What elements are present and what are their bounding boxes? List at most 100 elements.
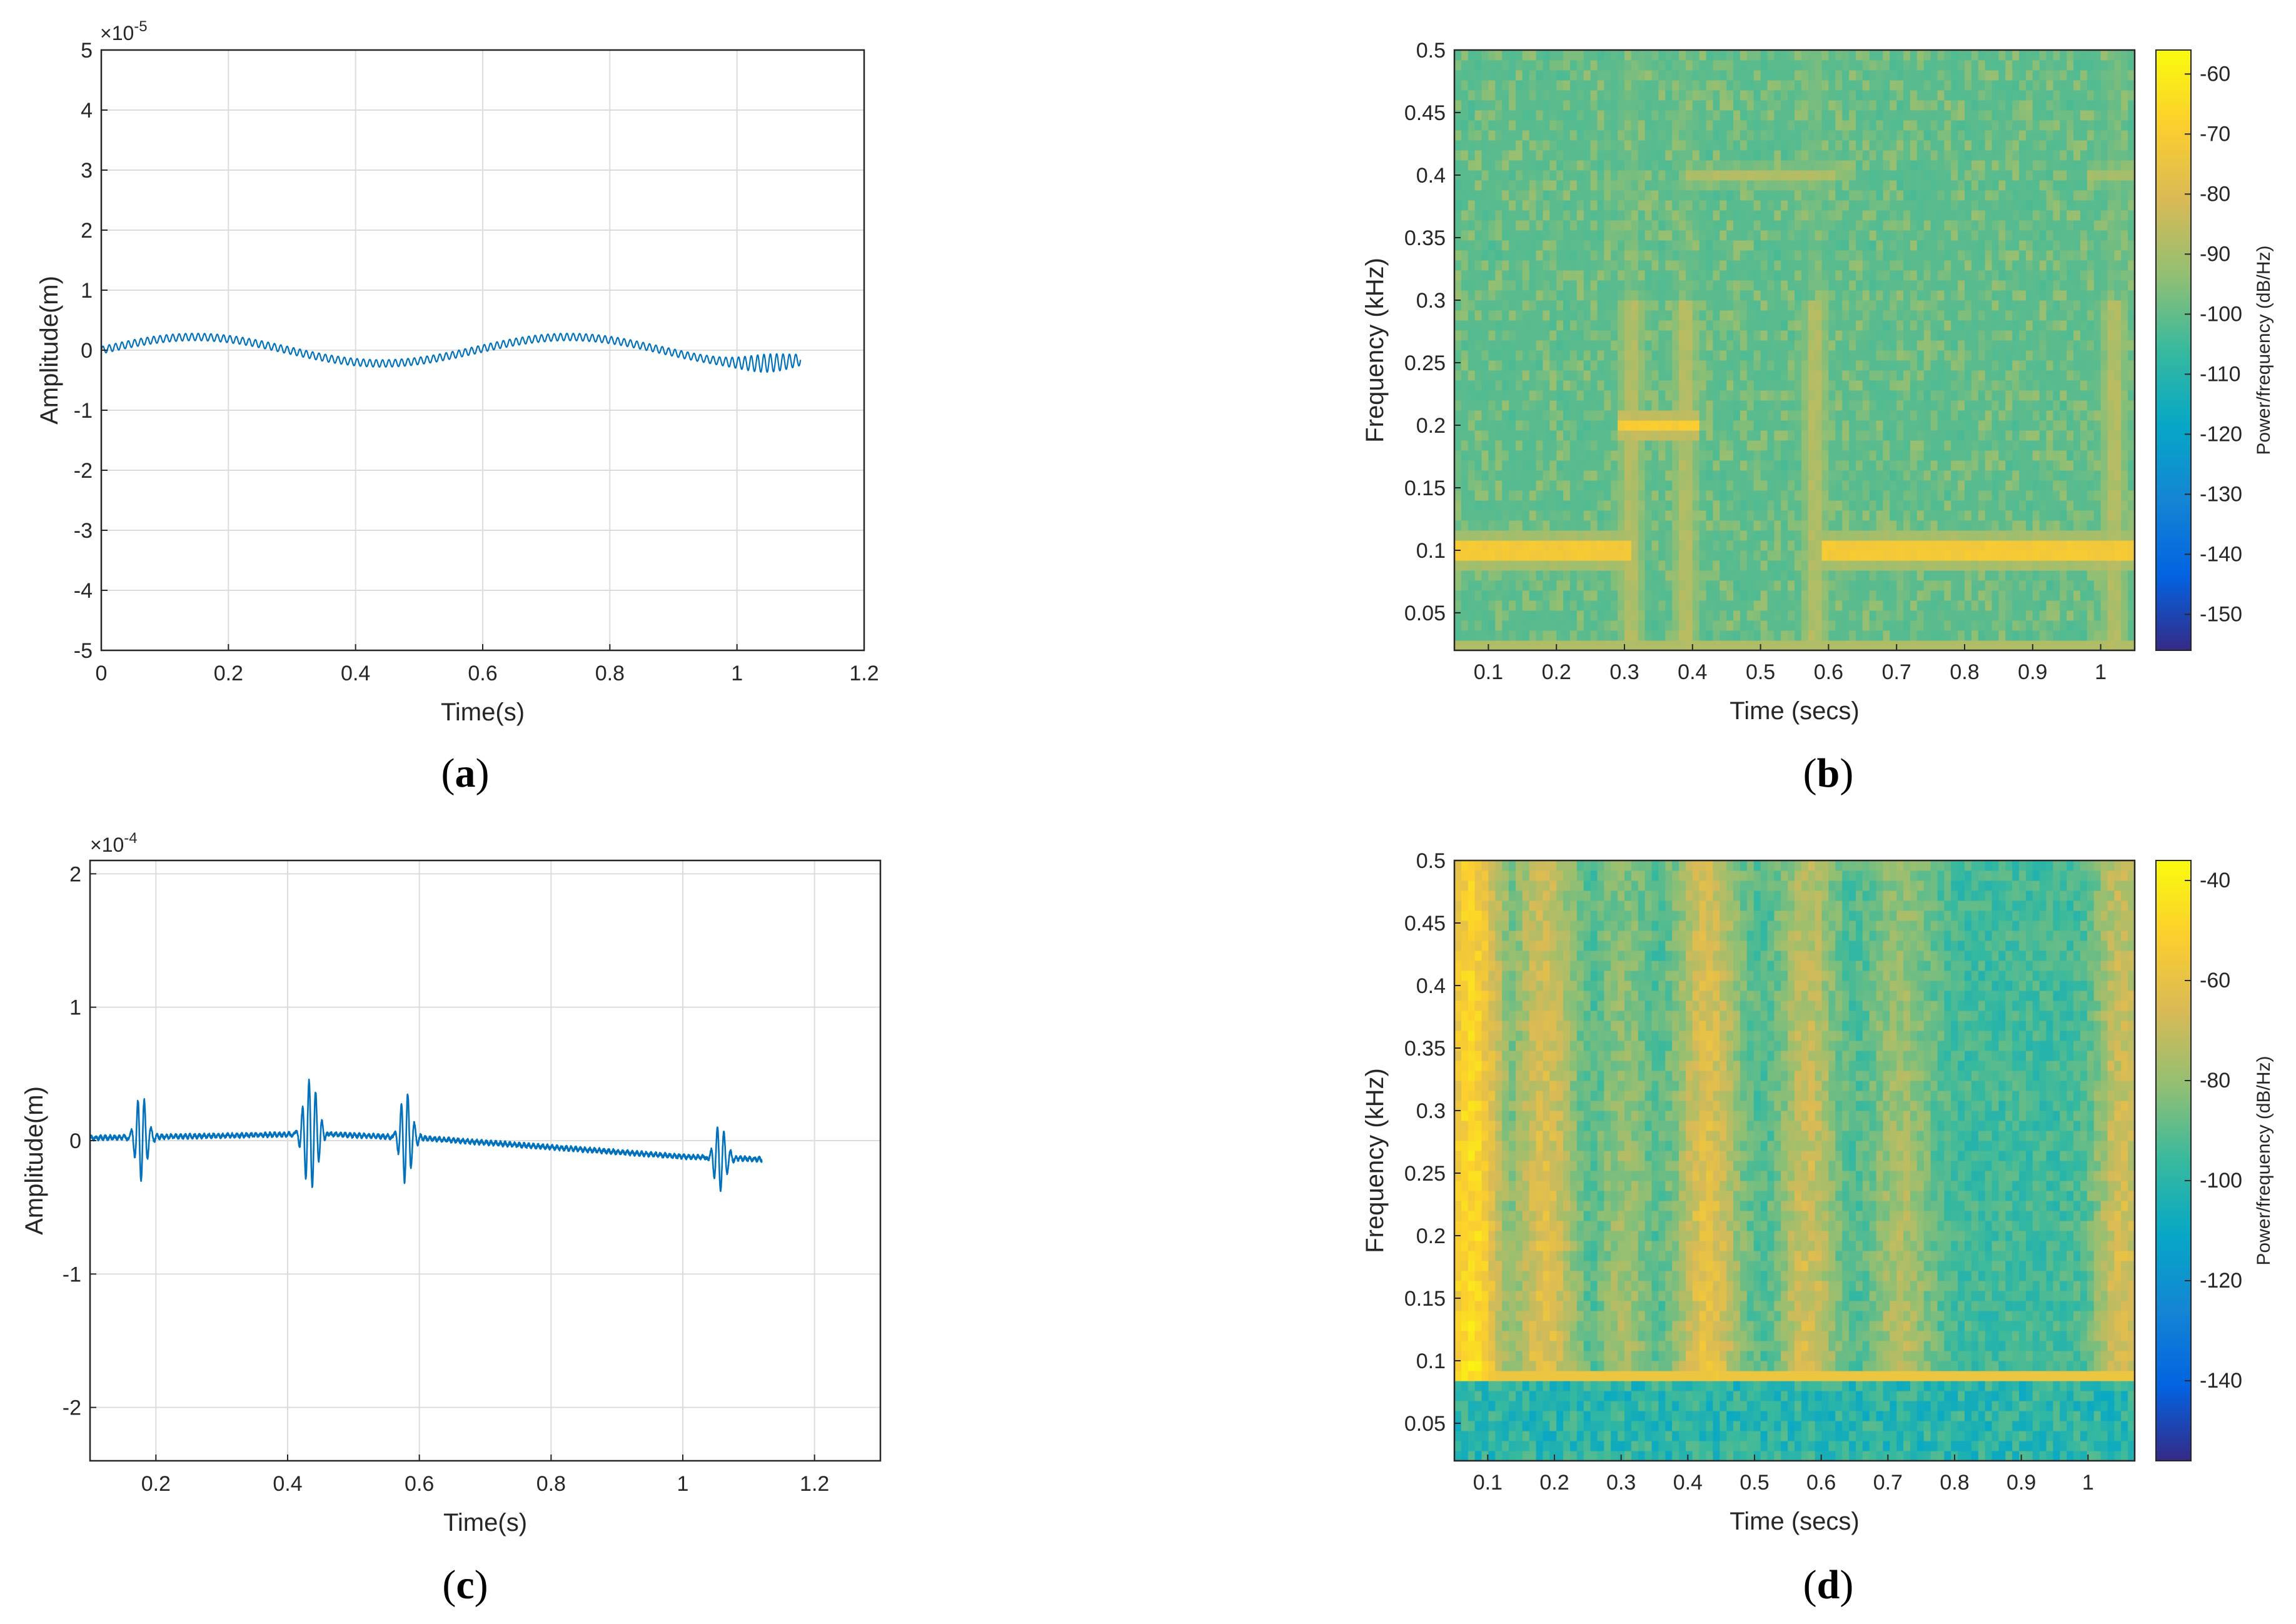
panel-b-heatmap-cell — [1930, 570, 1938, 581]
panel-b-heatmap-cell — [1883, 160, 1890, 171]
panel-b-heatmap-cell — [1985, 230, 1993, 241]
panel-b-heatmap-cell — [1644, 470, 1653, 481]
panel-b-heatmap-cell — [1991, 580, 1999, 591]
panel-b-heatmap-cell — [1842, 180, 1850, 191]
panel-b-heatmap-cell — [1454, 360, 1462, 371]
panel-b-heatmap-cell — [1998, 430, 2006, 441]
panel-b-heatmap-cell — [1890, 610, 1897, 621]
panel-b-heatmap-cell — [1597, 600, 1604, 611]
panel-b-heatmap-cell — [1753, 440, 1761, 451]
panel-b-heatmap-cell — [1569, 530, 1578, 541]
panel-b-heatmap-cell — [1951, 190, 1958, 201]
panel-b-heatmap-cell — [1746, 620, 1755, 631]
panel-b-heatmap-cell — [2100, 630, 2108, 641]
panel-b-heatmap-cell — [1815, 570, 1823, 581]
panel-b-heatmap-cell — [1733, 470, 1741, 481]
panel-b-heatmap-cell — [1672, 510, 1679, 521]
panel-b-heatmap-cell — [1903, 340, 1911, 351]
panel-b-heatmap-cell — [1788, 430, 1795, 441]
panel-b-heatmap-cell — [1801, 380, 1809, 391]
panel-b-heatmap-cell — [1862, 210, 1870, 221]
panel-b-heatmap-cell — [1692, 580, 1700, 591]
panel-b-heatmap-cell — [1719, 270, 1727, 281]
panel-b-heatmap-cell — [1719, 490, 1727, 501]
panel-b-heatmap-cell — [1896, 610, 1904, 621]
panel-b-heatmap-cell — [2067, 380, 2074, 391]
panel-b-heatmap-cell — [1869, 360, 1877, 371]
panel-b-heatmap-cell — [1740, 250, 1748, 261]
panel-b-heatmap-cell — [1903, 380, 1911, 391]
panel-b-heatmap-cell — [1713, 370, 1720, 381]
panel-b-heatmap-cell — [1781, 170, 1788, 181]
panel-b-heatmap-cell — [1624, 620, 1632, 631]
panel-b-heatmap-cell — [2093, 500, 2102, 511]
panel-b-heatmap-cell — [2039, 480, 2047, 491]
panel-b-heatmap-cell — [1651, 360, 1659, 371]
panel-b-heatmap-cell — [2114, 300, 2122, 311]
panel-b-heatmap-cell — [1529, 610, 1537, 621]
panel-b-heatmap-cell — [2039, 230, 2047, 241]
panel-b-heatmap-cell — [1522, 600, 1530, 611]
panel-b-heatmap-cell — [1576, 210, 1584, 221]
panel-b-heatmap-cell — [1672, 340, 1679, 351]
panel-b-heatmap-cell — [1638, 160, 1646, 171]
panel-b-heatmap-cell — [1474, 530, 1483, 541]
panel-b-heatmap-cell — [1651, 320, 1659, 331]
panel-b-heatmap-cell — [1733, 510, 1741, 521]
panel-b-heatmap-cell — [2053, 190, 2060, 201]
panel-b-heatmap-cell — [1665, 420, 1673, 431]
panel-b-heatmap-cell — [1713, 380, 1720, 391]
panel-b-heatmap-cell — [1733, 280, 1741, 291]
panel-b-heatmap-cell — [1910, 550, 1918, 561]
panel-b-heatmap-cell — [1855, 330, 1863, 341]
panel-b-heatmap-cell — [1855, 200, 1863, 211]
panel-b-heatmap-cell — [2107, 460, 2115, 471]
panel-b-heatmap-cell — [1746, 310, 1755, 321]
panel-b-heatmap-cell — [2067, 550, 2074, 561]
panel-b-heatmap-cell — [1795, 510, 1802, 521]
panel-b-heatmap-cell — [1753, 640, 1761, 651]
panel-b-heatmap-cell — [1658, 500, 1666, 511]
panel-b-heatmap-cell — [1583, 270, 1591, 281]
panel-b-heatmap-cell — [2067, 640, 2074, 651]
panel-b-heatmap-cell — [1958, 510, 1965, 521]
panel-b-heatmap-cell — [1502, 200, 1509, 211]
panel-b-heatmap-cell — [2012, 440, 2020, 451]
panel-b-heatmap-cell — [2053, 640, 2060, 651]
panel-b-heatmap-cell — [1509, 590, 1516, 601]
panel-b-heatmap-cell — [1481, 500, 1489, 511]
panel-b-heatmap-cell — [2012, 160, 2020, 171]
panel-b-heatmap-cell — [1488, 270, 1496, 281]
panel-b-heatmap-cell — [1509, 200, 1516, 211]
panel-b-heatmap-cell — [2107, 240, 2115, 251]
panel-b-heatmap-cell — [2080, 630, 2088, 641]
panel-b-heatmap-cell — [2093, 390, 2102, 401]
panel-b-heatmap-cell — [1597, 380, 1604, 391]
panel-b-heatmap-cell — [1522, 590, 1530, 601]
panel-b-heatmap-cell — [1699, 240, 1707, 251]
panel-b-heatmap-cell — [1576, 410, 1584, 421]
panel-b-heatmap-cell — [1658, 250, 1666, 261]
panel-b-heatmap-cell — [2025, 460, 2033, 471]
panel-b-heatmap-cell — [1543, 490, 1550, 501]
panel-b-heatmap-cell — [1849, 610, 1856, 621]
panel-b-heatmap-cell — [1923, 490, 1931, 501]
panel-b-heatmap-cell — [1706, 560, 1714, 571]
panel-b-heatmap-cell — [1509, 520, 1516, 531]
panel-b-heatmap-cell — [1828, 320, 1836, 331]
panel-b-heatmap-cell — [1543, 280, 1550, 291]
panel-b-heatmap-cell — [1597, 310, 1604, 321]
panel-b-heatmap-cell — [1454, 240, 1462, 251]
panel-b-heatmap-cell — [2073, 490, 2081, 501]
panel-b-heatmap-cell — [1774, 400, 1781, 411]
panel-b-heatmap-cell — [1556, 340, 1564, 351]
panel-b-heatmap-cell — [1815, 490, 1823, 501]
panel-b-heatmap-cell — [1944, 630, 1951, 641]
panel-b-heatmap-cell — [1740, 440, 1748, 451]
panel-b-heatmap-cell — [1522, 420, 1530, 431]
panel-b-heatmap-cell — [1767, 330, 1775, 341]
panel-b-heatmap-cell — [2032, 600, 2040, 611]
panel-b-heatmap-cell — [1726, 490, 1734, 501]
panel-b-heatmap-cell — [1991, 620, 1999, 631]
panel-b-heatmap-cell — [1828, 420, 1836, 431]
